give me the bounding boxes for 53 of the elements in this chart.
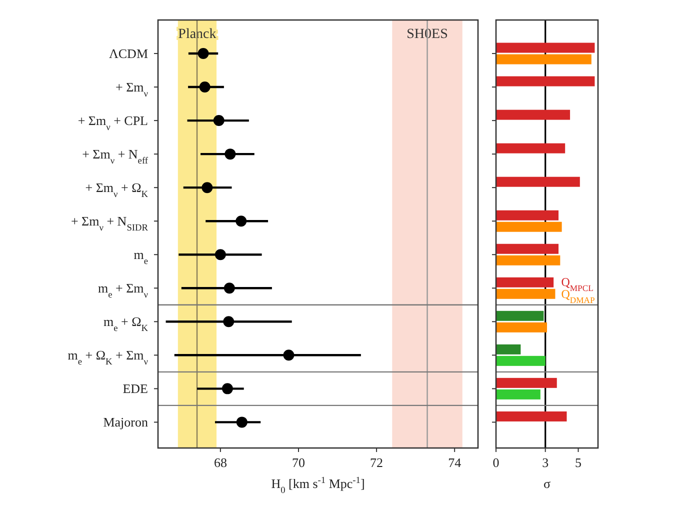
point [236, 416, 248, 428]
band-label: SH0ES [406, 27, 448, 42]
point [222, 383, 233, 394]
bar [496, 76, 595, 86]
y-tick-label: m$_{e}$ + Σm$_{ν}$ [98, 280, 148, 301]
bar [496, 244, 559, 254]
x-tick-label: 72 [370, 455, 384, 470]
y-tick-label: m$_{e}$ [134, 247, 148, 268]
x-tick-label: 5 [575, 455, 582, 470]
x-axis-title: σ [543, 476, 551, 491]
bar [496, 277, 554, 288]
bar [496, 176, 580, 187]
y-tick-label: ΛCDM [108, 46, 148, 62]
bar [496, 42, 595, 53]
x-tick-label: 70 [292, 455, 305, 470]
y-tick-label: m$_{e}$ + Ω$_{K}$ + Σm$_{ν}$ [68, 348, 148, 368]
y-tick-label: m$_{e}$ + Ω$_{K}$ [103, 314, 148, 334]
bar [496, 255, 560, 266]
point [213, 115, 224, 126]
y-tick-label: + Σm$_{ν}$ + CPL [78, 113, 148, 134]
bar [496, 356, 546, 366]
bar [496, 411, 567, 422]
bar [496, 222, 562, 232]
point [199, 82, 210, 93]
y-tick-label: + Σm$_{ν}$ + Ω$_{K}$ [85, 180, 148, 200]
y-tick-label: + Σm$_{ν}$ + N$_{eff}$ [82, 146, 149, 167]
bar [496, 110, 570, 120]
point [236, 216, 247, 227]
bar [496, 389, 540, 400]
y-tick-label: Majoron [103, 414, 148, 430]
y-tick-label: + Σm$_{ν}$ [116, 80, 148, 100]
x-tick-label: 74 [448, 455, 462, 470]
point [224, 148, 236, 160]
bar [496, 322, 547, 332]
x-tick-label: 0 [492, 455, 500, 470]
point [198, 48, 209, 60]
x-axis-title: H$_{0}$ [km s$^{-1}$ Mpc$^{-1}$] [271, 476, 365, 496]
y-tick-label: EDE [122, 381, 148, 396]
bar [496, 288, 556, 299]
point [224, 282, 235, 294]
bar [496, 143, 566, 154]
bar [496, 210, 559, 220]
point [202, 182, 213, 194]
x-tick-label: 68 [214, 455, 227, 470]
point [223, 316, 234, 328]
bar [496, 310, 544, 321]
bar [496, 54, 592, 64]
point [283, 350, 294, 361]
bar [496, 344, 521, 354]
x-tick-label: 3 [542, 455, 549, 470]
point [214, 249, 226, 260]
bar [496, 378, 557, 388]
y-tick-label: + Σm$_{ν}$ + N$_{SIDR}$ [70, 214, 149, 234]
